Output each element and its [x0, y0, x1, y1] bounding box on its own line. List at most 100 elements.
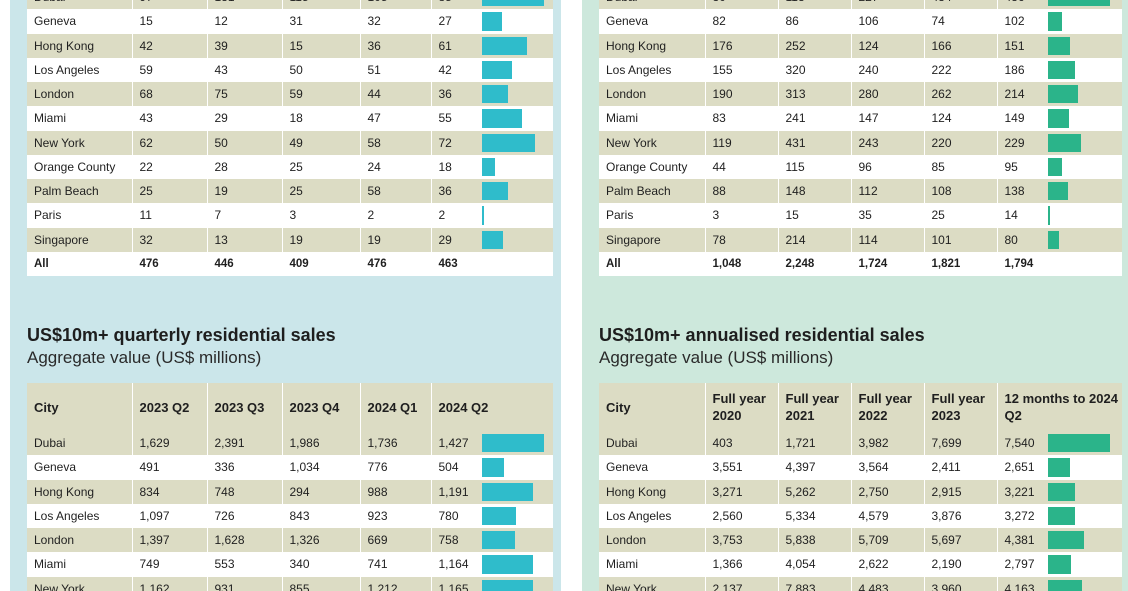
- table-row: New York 62 50 49 58 72: [27, 130, 553, 155]
- city-cell: Los Angeles: [599, 503, 706, 528]
- table-row: Miami 43 29 18 47 55: [27, 106, 553, 131]
- value-cell: 2: [431, 203, 553, 228]
- value-cell: 25: [132, 179, 208, 204]
- value-cell: 2,411: [924, 455, 998, 480]
- value-cell: 1,326: [282, 528, 361, 553]
- value-bar: [481, 182, 508, 201]
- city-cell: Paris: [27, 203, 133, 228]
- value-bar: [1047, 182, 1068, 201]
- table-row: Hong Kong 176 252 124 166 151: [599, 33, 1122, 58]
- table-row: Geneva 491 336 1,034 776 504: [27, 455, 553, 480]
- value-cell: 59: [132, 57, 208, 82]
- city-cell: Hong Kong: [27, 33, 133, 58]
- value-bar: [1047, 12, 1062, 31]
- value-cell: 29: [207, 106, 283, 131]
- value-cell: 7: [207, 203, 283, 228]
- table-row: Miami 83 241 147 124 149: [599, 106, 1122, 131]
- city-column-header: City: [599, 383, 706, 431]
- city-cell: Geneva: [27, 455, 133, 480]
- value-cell: 58: [360, 179, 432, 204]
- value-text: 14: [1004, 208, 1018, 223]
- value-text: 36: [438, 184, 452, 199]
- value-bar: [1047, 36, 1070, 55]
- value-cell: 49: [282, 130, 361, 155]
- value-cell: 1,191: [431, 479, 553, 504]
- value-cell: 25: [924, 203, 998, 228]
- value-text: 55: [438, 111, 452, 126]
- value-bar: [1047, 531, 1084, 550]
- value-cell: 97: [132, 0, 208, 10]
- value-cell: 3,551: [705, 455, 779, 480]
- table-row: New York 1,162 931 855 1,212 1,165: [27, 576, 553, 591]
- value-bar: [1047, 230, 1059, 249]
- city-cell: Miami: [599, 552, 706, 577]
- value-bar: [481, 133, 535, 152]
- value-text: 7,540: [1004, 436, 1035, 451]
- value-cell: 113: [778, 0, 852, 10]
- period-column-header: 12 months to 2024 Q2: [997, 383, 1122, 431]
- value-bar: [1047, 458, 1070, 477]
- value-cell: 11: [132, 203, 208, 228]
- value-text: 85: [439, 0, 452, 4]
- value-text: 27: [438, 14, 452, 29]
- value-cell: 3,982: [851, 431, 925, 456]
- table-row: Los Angeles 155 320 240 222 186: [599, 57, 1122, 82]
- value-cell: 3,271: [705, 479, 779, 504]
- value-cell: 155: [705, 57, 779, 82]
- table-row: Miami 749 553 340 741 1,164: [27, 552, 553, 577]
- city-cell: Geneva: [599, 455, 706, 480]
- value-cell: 85: [924, 154, 998, 179]
- value-cell: 19: [207, 179, 283, 204]
- total-value: 1,794: [997, 251, 1122, 276]
- value-cell: 252: [778, 33, 852, 58]
- value-cell: 5,262: [778, 479, 852, 504]
- value-cell: 166: [924, 33, 998, 58]
- value-bar: [481, 506, 516, 525]
- value-text: 1,164: [438, 557, 469, 572]
- value-cell: 74: [924, 9, 998, 34]
- value-cell: 83: [705, 106, 779, 131]
- value-cell: 88: [705, 179, 779, 204]
- value-cell: 748: [207, 479, 283, 504]
- value-cell: 726: [207, 503, 283, 528]
- table-row: Orange County 44 115 96 85 95: [599, 154, 1122, 179]
- city-cell: London: [27, 82, 133, 107]
- period-column-header: 2024 Q2: [431, 383, 553, 431]
- value-cell: 988: [360, 479, 432, 504]
- value-cell: 240: [851, 57, 925, 82]
- value-cell: 58: [360, 130, 432, 155]
- table-row: Palm Beach 25 19 25 58 36: [27, 179, 553, 204]
- value-text: 102: [1004, 14, 1025, 29]
- value-cell: 229: [997, 130, 1122, 155]
- value-text: 36: [438, 87, 452, 102]
- table-row: London 190 313 280 262 214: [599, 82, 1122, 107]
- value-cell: 95: [997, 154, 1122, 179]
- value-cell: 491: [132, 455, 208, 480]
- value-text: 436: [1005, 0, 1025, 4]
- value-cell: 313: [778, 82, 852, 107]
- value-text: 504: [438, 460, 459, 475]
- city-cell: Miami: [27, 552, 133, 577]
- table-row: Singapore 32 13 19 19 29: [27, 227, 553, 252]
- value-text: 4,381: [1004, 533, 1035, 548]
- value-text: 2,651: [1004, 460, 1035, 475]
- total-value: 1,724: [851, 251, 925, 276]
- value-cell: 102: [997, 9, 1122, 34]
- value-cell: 44: [360, 82, 432, 107]
- city-cell: Palm Beach: [599, 179, 706, 204]
- table-row: Palm Beach 88 148 112 108 138: [599, 179, 1122, 204]
- value-cell: 434: [924, 0, 998, 10]
- value-cell: 220: [924, 130, 998, 155]
- value-cell: 30: [705, 0, 779, 10]
- value-bar: [481, 85, 508, 104]
- value-cell: 51: [360, 57, 432, 82]
- value-bar: [481, 60, 512, 79]
- total-value: 1,821: [924, 251, 998, 276]
- city-cell: New York: [27, 130, 133, 155]
- value-cell: 55: [431, 106, 553, 131]
- value-bar: [481, 555, 533, 574]
- value-cell: 13: [207, 227, 283, 252]
- value-cell: 96: [851, 154, 925, 179]
- value-text: 1,427: [438, 436, 469, 451]
- value-cell: 4,483: [851, 576, 925, 591]
